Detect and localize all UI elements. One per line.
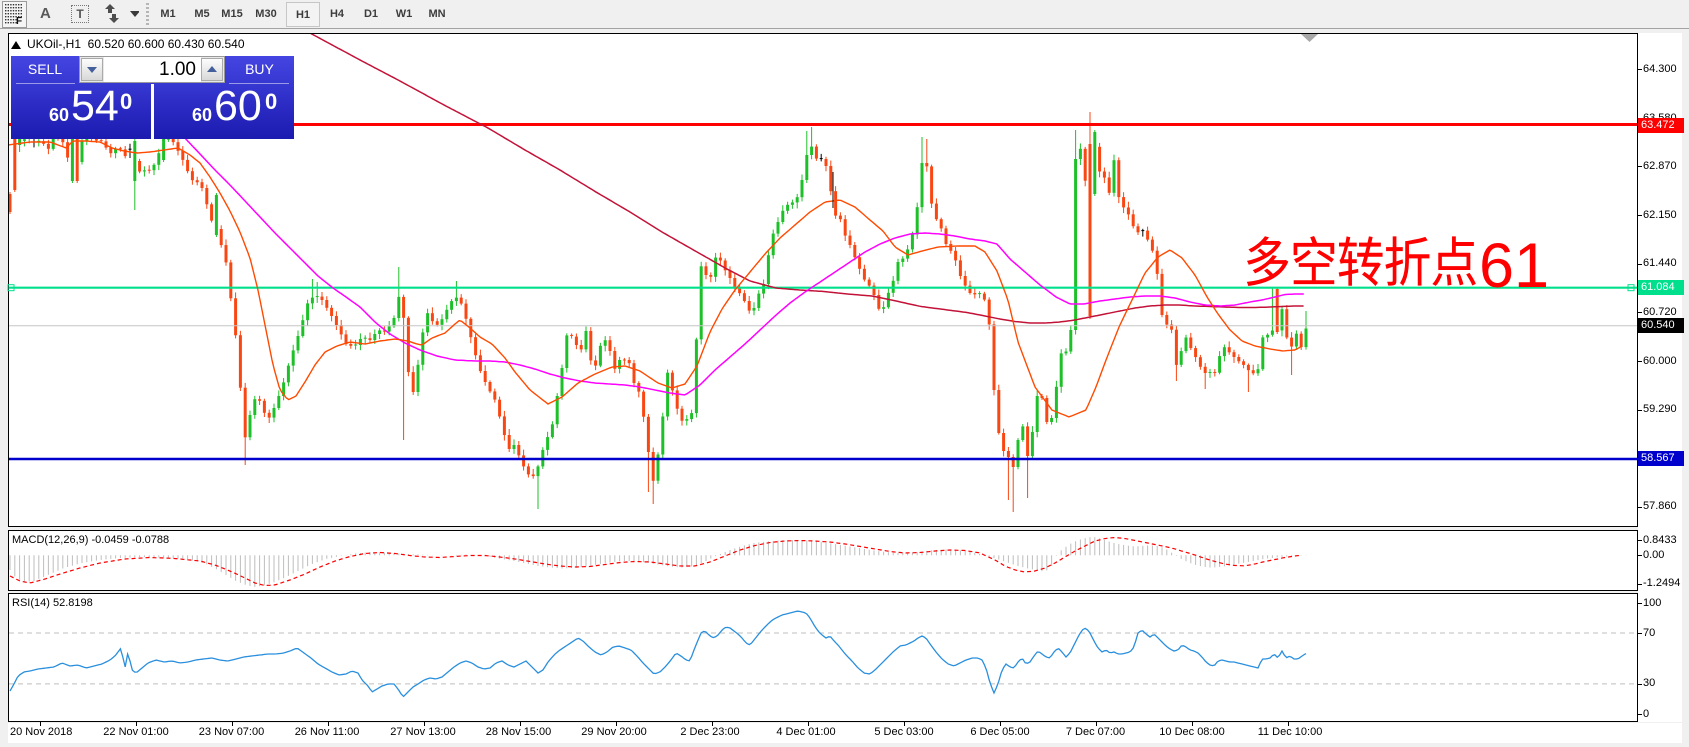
svg-text:F: F [16, 16, 22, 25]
svg-text:61: 61 [1479, 231, 1549, 301]
